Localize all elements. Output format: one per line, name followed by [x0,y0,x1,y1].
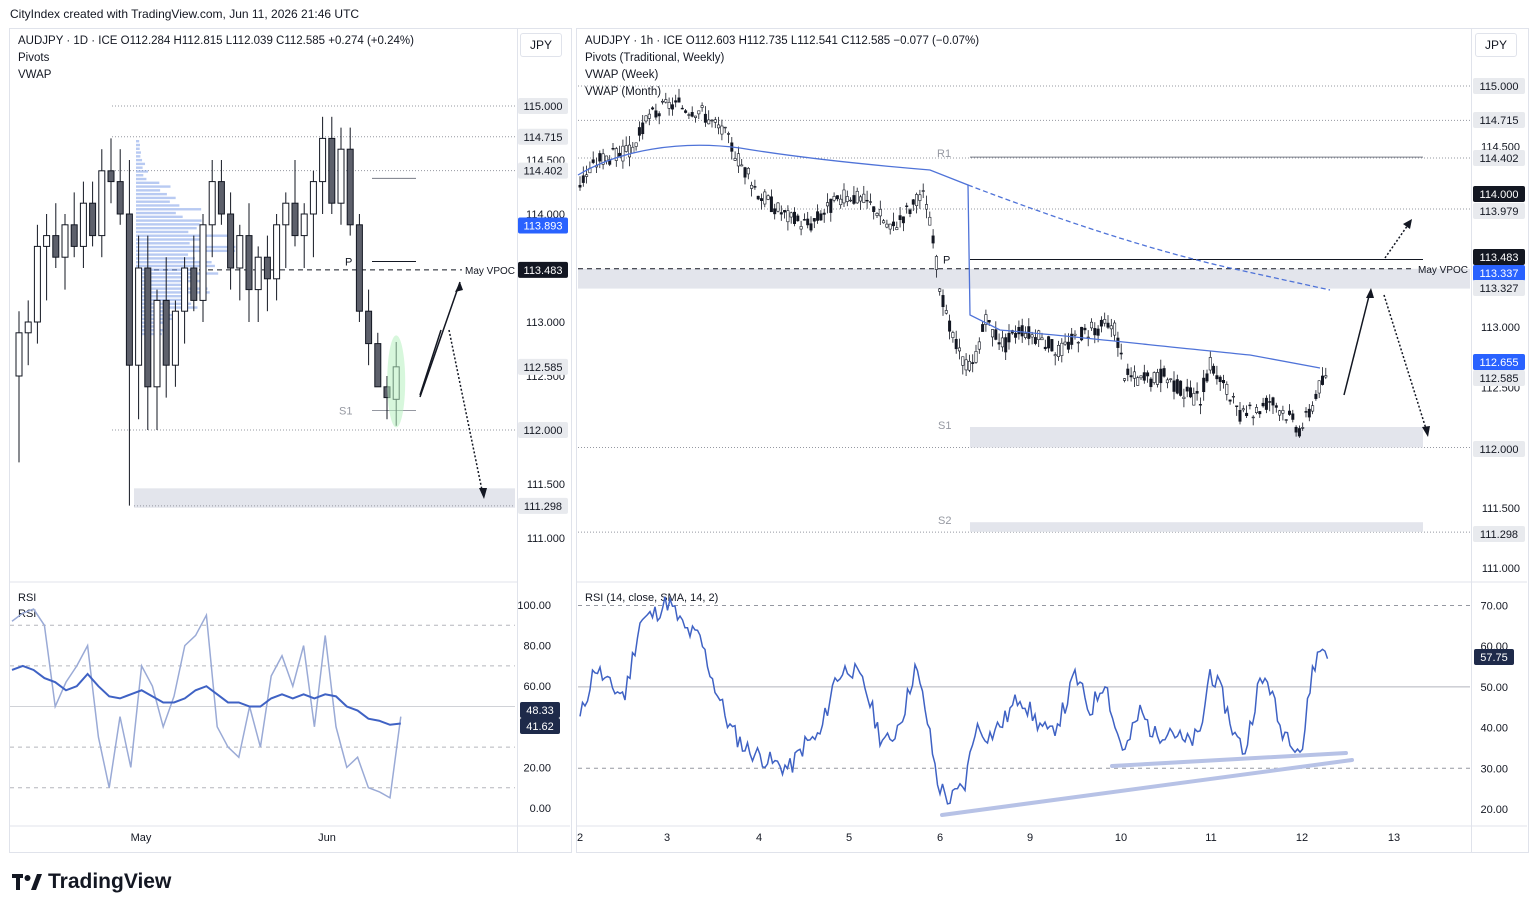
left-symbol-header: AUDJPY · 1D · ICE O112.284 H112.815 L112… [18,35,414,47]
left-chart-panel[interactable] [9,28,519,853]
left-indicator-vwap[interactable]: VWAP [18,69,52,81]
left-price-axis[interactable] [517,28,572,853]
right-symbol-header: AUDJPY · 1h · ICE O112.603 H112.735 L112… [585,35,980,47]
attribution-text: CityIndex created with TradingView.com, … [10,7,360,21]
right-indicator-pivots[interactable]: Pivots (Traditional, Weekly) [585,52,725,64]
tradingview-brand-name: TradingView [48,870,172,893]
tradingview-logo[interactable]: TradingView [12,870,171,894]
left-currency-label[interactable]: JPY [520,33,563,57]
tradingview-logo-icon [12,874,42,890]
right-indicator-vwap-week[interactable]: VWAP (Week) [585,69,659,81]
left-indicator-pivots[interactable]: Pivots [18,52,50,64]
right-indicator-vwap-month[interactable]: VWAP (Month) [585,86,662,98]
right-currency-label[interactable]: JPY [1475,33,1518,57]
right-chart-panel[interactable] [576,28,1473,853]
right-price-axis[interactable] [1471,28,1529,853]
